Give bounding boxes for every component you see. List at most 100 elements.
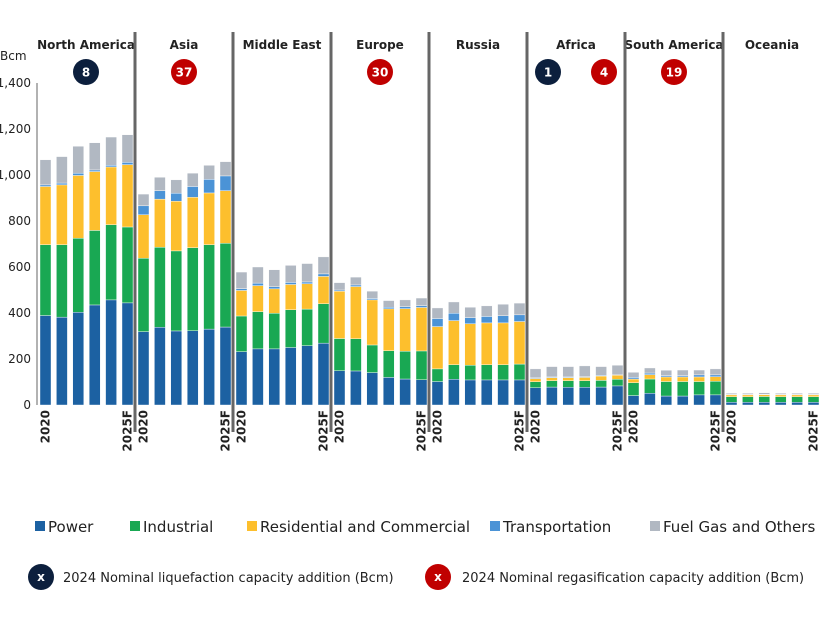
bar-segment-industrial: [677, 382, 688, 396]
bar-segment-industrial: [285, 310, 296, 348]
bar-segment-residential-and-commercial: [563, 378, 574, 381]
bar-segment-fuel-gas-and-others: [383, 301, 394, 308]
bar-segment-residential-and-commercial: [367, 300, 378, 345]
bar-segment-power: [644, 393, 655, 405]
x-tick-label: 2020: [529, 410, 543, 443]
bar-segment-residential-and-commercial: [122, 165, 133, 227]
bar-segment-transportation: [367, 299, 378, 300]
bar-segment-fuel-gas-and-others: [628, 372, 639, 377]
bar-segment-fuel-gas-and-others: [318, 257, 329, 274]
badge-value: 8: [82, 66, 90, 80]
bar-segment-transportation: [269, 287, 280, 289]
bar-segment-fuel-gas-and-others: [89, 143, 100, 170]
x-tick-label: 2020: [137, 410, 151, 443]
bar-segment-transportation: [677, 376, 688, 377]
bar-segment-power: [400, 379, 411, 405]
bar-segment-fuel-gas-and-others: [481, 306, 492, 317]
bar-segment-power: [514, 380, 525, 405]
bar-segment-fuel-gas-and-others: [40, 160, 51, 185]
y-tick-label: 0: [23, 398, 31, 412]
bar-segment-industrial: [628, 383, 639, 396]
bar-segment-fuel-gas-and-others: [432, 308, 443, 319]
bar-segment-industrial: [154, 247, 165, 327]
bar-segment-industrial: [89, 230, 100, 305]
bar-segment-industrial: [73, 238, 84, 312]
bar-segment-fuel-gas-and-others: [416, 298, 427, 306]
bar-segment-transportation: [89, 170, 100, 172]
bar-segment-residential-and-commercial: [138, 215, 149, 258]
x-tick-label: 2025F: [415, 410, 429, 452]
bar-segment-fuel-gas-and-others: [775, 393, 786, 394]
bar-segment-power: [236, 352, 247, 405]
bar-segment-fuel-gas-and-others: [269, 270, 280, 287]
bar-segment-fuel-gas-and-others: [742, 393, 753, 394]
bar-segment-transportation: [122, 162, 133, 164]
bar-segment-industrial: [138, 258, 149, 331]
bar-segment-power: [106, 300, 117, 405]
bar-segment-fuel-gas-and-others: [154, 177, 165, 190]
bar-segment-fuel-gas-and-others: [596, 367, 607, 376]
bar-segment-fuel-gas-and-others: [514, 303, 525, 315]
bar-segment-power: [530, 388, 541, 405]
bar-segment-power: [154, 327, 165, 405]
bar-segment-industrial: [792, 397, 803, 403]
y-tick-label: 200: [8, 352, 31, 366]
bar-segment-industrial: [252, 312, 263, 349]
bar-segment-power: [808, 402, 819, 405]
bar-segment-power: [448, 379, 459, 405]
bar-segment-residential-and-commercial: [596, 376, 607, 380]
bar-segment-power: [318, 343, 329, 405]
x-tick-label: 2025F: [317, 410, 331, 452]
bar-segment-industrial: [416, 351, 427, 380]
bar-segment-transportation: [56, 183, 67, 185]
region-title: Russia: [456, 38, 500, 52]
bar-segment-transportation: [694, 375, 705, 377]
bar-segment-residential-and-commercial: [694, 377, 705, 382]
svg-text:Fuel Gas and Others: Fuel Gas and Others: [663, 518, 815, 536]
bar-segment-industrial: [350, 339, 361, 371]
bar-segment-transportation: [400, 307, 411, 309]
bar-segment-industrial: [106, 225, 117, 300]
bar-segment-industrial: [236, 316, 247, 352]
y-tick-label: 600: [8, 260, 31, 274]
bar-segment-power: [269, 349, 280, 405]
bar-segment-residential-and-commercial: [334, 291, 345, 338]
bar-segment-industrial: [204, 245, 215, 329]
bar-segment-industrial: [644, 379, 655, 393]
bar-segment-residential-and-commercial: [187, 197, 198, 247]
bar-segment-power: [122, 303, 133, 405]
bar-segment-industrial: [710, 381, 721, 395]
bar-segment-transportation: [383, 307, 394, 309]
bar-segment-fuel-gas-and-others: [204, 165, 215, 179]
bar-segment-residential-and-commercial: [252, 286, 263, 312]
bar-segment-fuel-gas-and-others: [252, 267, 263, 283]
legend-item-industrial: Industrial: [130, 518, 213, 536]
bar-segment-transportation: [432, 319, 443, 327]
bar-segment-residential-and-commercial: [171, 201, 182, 251]
bar-segment-power: [302, 346, 313, 405]
bar-segment-power: [252, 349, 263, 405]
bar-segment-power: [661, 396, 672, 405]
bar-segment-power: [89, 305, 100, 405]
badge-value: 37: [176, 66, 193, 80]
bar-segment-industrial: [661, 382, 672, 396]
bar-segment-power: [677, 396, 688, 405]
bar-segment-transportation: [171, 193, 182, 201]
x-tick-label: 2025F: [611, 410, 625, 452]
bar-segment-residential-and-commercial: [579, 377, 590, 380]
bar-segment-power: [563, 387, 574, 405]
bar-segment-fuel-gas-and-others: [759, 393, 770, 394]
y-tick-label: 400: [8, 306, 31, 320]
bar-segment-fuel-gas-and-others: [710, 369, 721, 375]
bar-segment-transportation: [350, 285, 361, 287]
bar-segment-transportation: [138, 206, 149, 215]
region-title: Middle East: [243, 38, 322, 52]
bar-segment-power: [56, 317, 67, 405]
svg-text:2024 Nominal liquefaction capa: 2024 Nominal liquefaction capacity addit…: [63, 571, 394, 586]
bar-segment-industrial: [465, 365, 476, 380]
bar-segment-residential-and-commercial: [759, 395, 770, 397]
